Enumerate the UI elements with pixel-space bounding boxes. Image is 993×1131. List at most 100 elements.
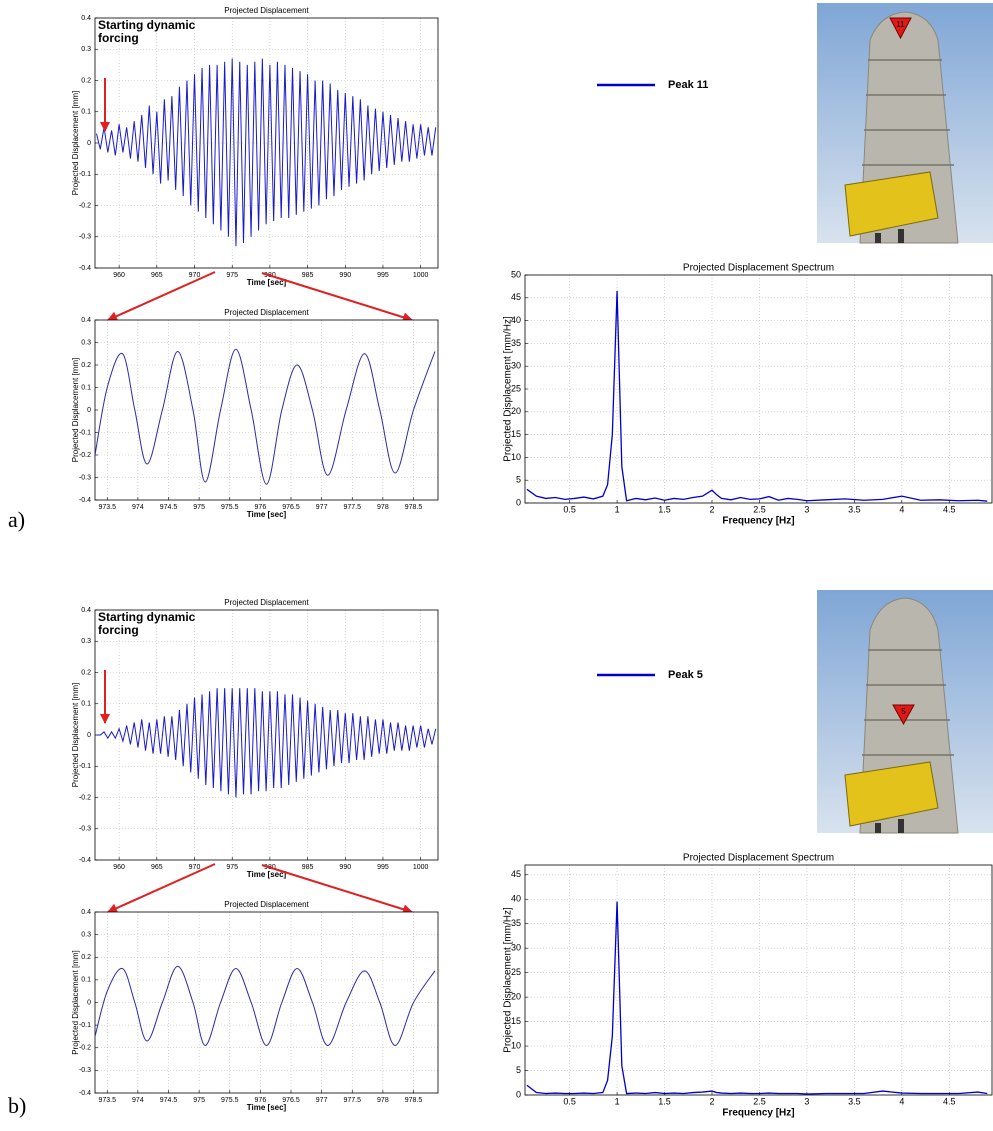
plot-frame xyxy=(94,17,439,269)
y-tick-label: 5 xyxy=(516,475,521,485)
y-tick-label: -0.3 xyxy=(79,474,91,481)
y-tick-label: -0.2 xyxy=(79,794,91,801)
x-tick-label: 965 xyxy=(151,864,163,871)
x-axis-label: Time [sec] xyxy=(247,1103,287,1112)
x-tick-label: 973.5 xyxy=(98,1097,116,1104)
plot-area xyxy=(525,275,992,503)
y-tick-label: 0.3 xyxy=(81,931,91,938)
y-tick-label: -0.2 xyxy=(79,1045,91,1052)
plot-frame xyxy=(94,319,439,501)
data-line xyxy=(96,688,437,798)
y-tick-label: 0.4 xyxy=(81,909,91,916)
x-axis-label: Time [sec] xyxy=(247,278,287,287)
plot-frame xyxy=(524,864,993,1096)
x-tick-label: 974 xyxy=(132,504,144,511)
y-axis-label: Projected Displacement [mm/Hz] xyxy=(503,907,514,1053)
x-tick-label: 975 xyxy=(193,504,205,511)
y-tick-label: 25 xyxy=(511,967,521,977)
x-tick-label: 970 xyxy=(189,864,201,871)
y-tick-label: 0.4 xyxy=(81,317,91,324)
y-tick-label: 30 xyxy=(511,361,521,371)
x-tick-label: 0.5 xyxy=(563,504,576,514)
zoom-arrow xyxy=(261,864,413,915)
y-tick-label: -0.3 xyxy=(79,826,91,833)
y-tick-label: 0 xyxy=(87,732,91,739)
y-tick-label: 0.1 xyxy=(81,701,91,708)
y-tick-label: -0.4 xyxy=(79,497,91,504)
data-line xyxy=(95,965,436,1046)
plot-frame xyxy=(524,274,993,504)
x-axis-label: Frequency [Hz] xyxy=(722,1108,794,1119)
legend-label: Peak 5 xyxy=(668,669,703,681)
x-tick-label: 985 xyxy=(302,272,314,279)
photo-marker: 5 xyxy=(901,707,906,716)
x-tick-label: 4 xyxy=(899,1096,904,1106)
zoom-arrow xyxy=(261,272,413,323)
y-tick-label: 45 xyxy=(511,292,521,302)
panel-label: b) xyxy=(8,1093,26,1118)
y-tick-label: 10 xyxy=(511,1040,521,1050)
x-tick-label: 970 xyxy=(189,272,201,279)
y-tick-label: 10 xyxy=(511,452,521,462)
x-axis-label: Frequency [Hz] xyxy=(722,516,794,527)
data-line xyxy=(95,348,436,485)
plot-frame xyxy=(94,609,439,861)
x-tick-label: 2.5 xyxy=(753,504,766,514)
y-tick-label: 0.3 xyxy=(81,339,91,346)
x-tick-label: 2 xyxy=(709,504,714,514)
x-tick-label: 990 xyxy=(339,864,351,871)
y-tick-label: -0.3 xyxy=(79,1067,91,1074)
x-tick-label: 973.5 xyxy=(98,504,116,511)
x-tick-label: 4.5 xyxy=(943,504,956,514)
y-tick-label: 0.2 xyxy=(81,954,91,961)
x-tick-label: 965 xyxy=(151,272,163,279)
y-tick-label: -0.4 xyxy=(79,265,91,272)
photo: 5 xyxy=(817,590,993,834)
y-tick-label: 0.1 xyxy=(81,109,91,116)
x-tick-label: 985 xyxy=(302,864,314,871)
y-tick-label: 0 xyxy=(87,407,91,414)
panel-label: a) xyxy=(8,507,25,532)
y-tick-label: 45 xyxy=(511,869,521,879)
x-tick-label: 975 xyxy=(193,1097,205,1104)
x-tick-label: 977 xyxy=(316,1097,328,1104)
data-line xyxy=(526,290,988,502)
x-tick-label: 978.5 xyxy=(405,504,423,511)
y-tick-label: 30 xyxy=(511,943,521,953)
x-tick-label: 3.5 xyxy=(848,504,861,514)
photo: 11 xyxy=(817,3,993,244)
x-tick-label: 977.5 xyxy=(343,504,361,511)
y-tick-label: 0 xyxy=(87,999,91,1006)
x-tick-label: 975.5 xyxy=(221,504,239,511)
y-tick-label: -0.2 xyxy=(79,202,91,209)
y-tick-label: 0.2 xyxy=(81,77,91,84)
x-tick-label: 975 xyxy=(226,272,238,279)
x-tick-label: 960 xyxy=(113,864,125,871)
x-tick-label: 3.5 xyxy=(848,1096,861,1106)
x-tick-label: 2 xyxy=(709,1096,714,1106)
y-tick-label: 0.1 xyxy=(81,384,91,391)
chart-title: Projected Displacement Spectrum xyxy=(683,853,834,864)
x-tick-label: 978.5 xyxy=(405,1097,423,1104)
y-tick-label: -0.3 xyxy=(79,234,91,241)
y-tick-label: -0.4 xyxy=(79,1090,91,1097)
y-tick-label: 40 xyxy=(511,315,521,325)
zoom-arrow xyxy=(107,271,216,321)
y-tick-label: 0.3 xyxy=(81,638,91,645)
data-line xyxy=(96,58,437,247)
x-tick-label: 1 xyxy=(615,1096,620,1106)
annotation: Starting dynamic xyxy=(98,18,196,32)
y-tick-label: 0.1 xyxy=(81,977,91,984)
x-tick-label: 995 xyxy=(377,864,389,871)
x-tick-label: 975.5 xyxy=(221,1097,239,1104)
y-tick-label: -0.1 xyxy=(79,429,91,436)
x-tick-label: 1 xyxy=(615,504,620,514)
y-tick-label: 40 xyxy=(511,894,521,904)
annotation: forcing xyxy=(98,31,139,45)
y-axis-label: Projected Displacement [mm] xyxy=(71,950,80,1054)
x-tick-label: 1.5 xyxy=(658,1096,671,1106)
y-axis-label: Projected Displacement [mm] xyxy=(71,358,80,462)
x-tick-label: 978 xyxy=(377,504,389,511)
x-tick-label: 4.5 xyxy=(943,1096,956,1106)
